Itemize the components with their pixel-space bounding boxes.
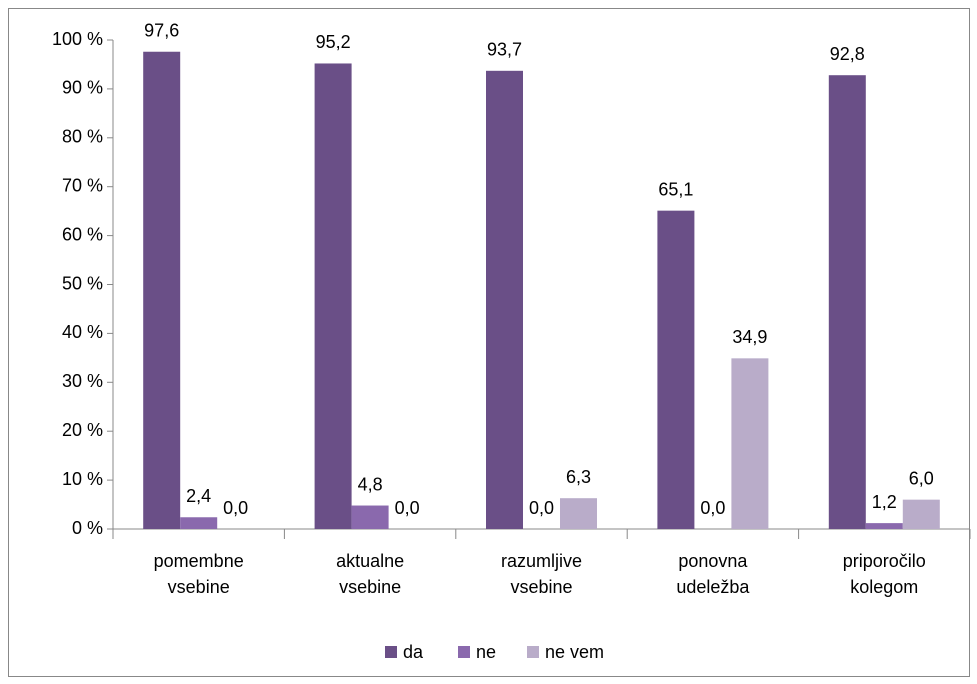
value-label: 0,0 — [529, 498, 554, 518]
bar — [560, 498, 597, 529]
y-tick-label: 100 % — [52, 29, 103, 49]
y-tick-label: 30 % — [62, 371, 103, 391]
y-tick-label: 50 % — [62, 273, 103, 293]
y-tick-label: 90 % — [62, 78, 103, 98]
bar — [657, 210, 695, 529]
value-label: 6,0 — [909, 468, 934, 488]
x-tick-label: ponovna — [678, 551, 748, 571]
y-tick-label: 0 % — [72, 518, 103, 538]
value-label: 34,9 — [732, 327, 767, 347]
x-tick-label: aktualne — [336, 551, 404, 571]
value-label: 95,2 — [316, 32, 351, 52]
y-tick-label: 10 % — [62, 469, 103, 489]
value-label: 6,3 — [566, 467, 591, 487]
legend-swatch — [458, 646, 470, 658]
value-label: 1,2 — [872, 492, 897, 512]
legend-swatch — [527, 646, 539, 658]
x-tick-label: vsebine — [339, 577, 401, 597]
value-label: 92,8 — [830, 44, 865, 64]
y-tick-label: 70 % — [62, 175, 103, 195]
value-label: 4,8 — [358, 474, 383, 494]
value-label: 2,4 — [186, 486, 211, 506]
bar — [731, 358, 769, 529]
x-tick-label: udeležba — [676, 577, 750, 597]
bar — [351, 505, 389, 529]
bar — [486, 70, 523, 529]
x-tick-label: vsebine — [168, 577, 230, 597]
value-label: 0,0 — [223, 498, 248, 518]
x-tick-label: vsebine — [510, 577, 572, 597]
x-tick-label: pomembne — [154, 551, 244, 571]
legend-swatch — [385, 646, 397, 658]
value-label: 97,6 — [144, 20, 179, 40]
bar — [143, 51, 181, 530]
y-tick-label: 80 % — [62, 127, 103, 147]
legend-label: ne — [476, 642, 496, 662]
bar — [865, 523, 903, 529]
bar — [180, 517, 218, 529]
y-tick-label: 40 % — [62, 322, 103, 342]
x-tick-label: kolegom — [850, 577, 918, 597]
value-label: 65,1 — [658, 179, 693, 199]
bar — [828, 75, 866, 529]
bar — [314, 63, 352, 530]
y-tick-label: 20 % — [62, 420, 103, 440]
legend-label: ne vem — [545, 642, 604, 662]
value-label: 0,0 — [700, 498, 725, 518]
legend-label: da — [403, 642, 424, 662]
value-label: 93,7 — [487, 40, 522, 60]
y-tick-label: 60 % — [62, 224, 103, 244]
bar — [902, 499, 940, 529]
x-tick-label: priporočilo — [843, 551, 926, 571]
value-label: 0,0 — [395, 498, 420, 518]
x-tick-label: razumljive — [501, 551, 582, 571]
